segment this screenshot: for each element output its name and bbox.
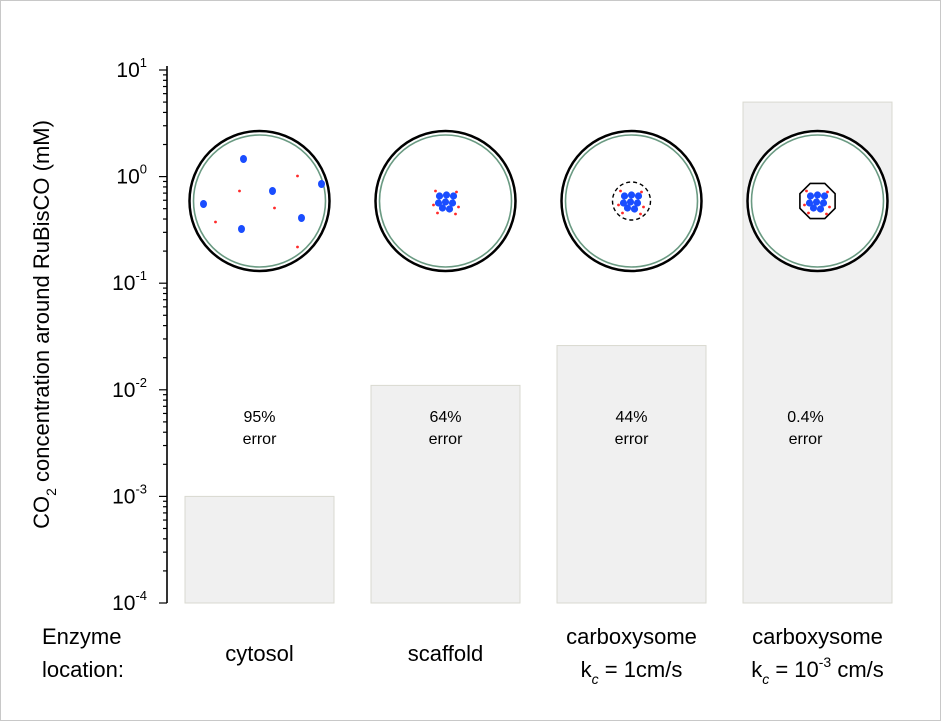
- bar-annotation: error: [429, 431, 463, 448]
- rubisco-dot: [809, 204, 818, 212]
- carbonic-anhydrase-dot: [238, 189, 241, 193]
- rubisco-dot: [619, 199, 628, 207]
- category-label-kc: kc = 10-3 cm/s: [751, 654, 884, 687]
- category-label-kc: kc = 1cm/s: [581, 657, 683, 687]
- carbonic-anhydrase-dot: [619, 189, 622, 193]
- y-tick-label: 101: [116, 55, 147, 82]
- carbonic-anhydrase-dot: [805, 189, 808, 193]
- bar-annotation: error: [615, 431, 649, 448]
- cell-inset: [746, 129, 889, 273]
- carbonic-anhydrase-dot: [273, 206, 276, 210]
- cell-membrane: [750, 134, 885, 268]
- rubisco-dot: [240, 155, 247, 163]
- x-axis-title-line2: location:: [42, 657, 124, 682]
- category-label: scaffold: [408, 641, 483, 666]
- carbonic-anhydrase-dot: [828, 205, 831, 209]
- carbonic-anhydrase-dot: [640, 190, 643, 194]
- rubisco-dot: [813, 191, 822, 199]
- rubisco-dot: [626, 198, 635, 206]
- category-label: carboxysome: [752, 624, 883, 649]
- rubisco-dot: [816, 205, 825, 213]
- bar-annotation: 95%: [243, 409, 275, 426]
- carbonic-anhydrase-dot: [826, 190, 829, 194]
- carbonic-anhydrase-dot: [296, 245, 299, 249]
- bar-annotation: 44%: [615, 409, 647, 426]
- category-label: cytosol: [225, 641, 293, 666]
- carbonic-anhydrase-dot: [436, 211, 439, 215]
- carbonic-anhydrase-dot: [432, 203, 435, 207]
- cell-membrane: [192, 134, 327, 268]
- cell-inset: [374, 129, 517, 273]
- rubisco-dot: [441, 198, 450, 206]
- y-axis-label: CO2 concentration around RuBisCO (mM): [29, 120, 59, 529]
- rubisco-dot: [819, 199, 828, 207]
- y-axis-title: CO2 concentration around RuBisCO (mM): [29, 120, 59, 529]
- y-tick-label: 10-2: [112, 375, 147, 402]
- y-tick-label: 10-3: [112, 481, 147, 508]
- carbonic-anhydrase-dot: [825, 212, 828, 216]
- cell-insets: [188, 129, 889, 273]
- carbonic-anhydrase-dot: [296, 174, 299, 178]
- rubisco-dot: [805, 199, 814, 207]
- carbonic-anhydrase-dot: [639, 212, 642, 216]
- bar-annotation: 64%: [429, 409, 461, 426]
- y-tick-label: 100: [116, 162, 147, 189]
- bar-annotation: error: [789, 431, 823, 448]
- category-label: carboxysome: [566, 624, 697, 649]
- rubisco-dot: [434, 199, 443, 207]
- rubisco-dot: [630, 205, 639, 213]
- cell-wall: [188, 129, 331, 273]
- rubisco-dot: [820, 192, 829, 200]
- bar-annotations: 95% error 64% error 44% error 0.4% error: [243, 409, 824, 448]
- rubisco-dot: [633, 199, 642, 207]
- rubisco-dot: [438, 204, 447, 212]
- x-category-labels: Enzyme location: cytosol scaffold carboxysom…: [42, 624, 884, 687]
- rubisco-dot: [634, 192, 643, 200]
- carbonic-anhydrase-dot: [455, 190, 458, 194]
- cell-membrane: [378, 134, 513, 268]
- rubisco-dot: [812, 198, 821, 206]
- bar: [556, 345, 707, 604]
- x-axis-title-line1: Enzyme: [42, 624, 121, 649]
- rubisco-dot: [318, 180, 325, 188]
- carbonic-anhydrase-dot: [617, 203, 620, 207]
- bar-annotation: 0.4%: [787, 409, 823, 426]
- carbonic-anhydrase-dot: [214, 220, 217, 224]
- rubisco-dot: [627, 191, 636, 199]
- carbonic-anhydrase-dot: [642, 205, 645, 209]
- rubisco-dot: [435, 192, 444, 200]
- cell-inset: [560, 129, 703, 273]
- bar-annotation: error: [243, 431, 277, 448]
- carbonic-anhydrase-dot: [621, 211, 624, 215]
- rubisco-dot: [200, 200, 207, 208]
- y-axis: 10-4 10-3 10-2 10-1 100 101: [112, 55, 168, 615]
- y-tick-label: 10-1: [112, 268, 147, 295]
- rubisco-dot: [238, 225, 245, 233]
- bar: [184, 495, 335, 604]
- rubisco-dot: [620, 192, 629, 200]
- carboxysome-shell: [799, 182, 836, 220]
- carbonic-anhydrase-dot: [454, 212, 457, 216]
- rubisco-dot: [448, 199, 457, 207]
- rubisco-dot: [269, 187, 276, 195]
- rubisco-dot: [623, 204, 632, 212]
- rubisco-dot: [445, 205, 454, 213]
- carbonic-anhydrase-dot: [457, 205, 460, 209]
- carbonic-anhydrase-dot: [803, 203, 806, 207]
- carbonic-anhydrase-dot: [807, 211, 810, 215]
- rubisco-dot: [806, 192, 815, 200]
- y-tick-label: 10-4: [112, 588, 147, 615]
- cell-membrane: [564, 134, 699, 268]
- rubisco-dot: [449, 192, 458, 200]
- rubisco-dot: [298, 214, 305, 222]
- bar: [370, 384, 521, 604]
- cell-inset: [188, 129, 331, 273]
- rubisco-dot: [442, 191, 451, 199]
- carboxysome-shell: [611, 181, 652, 221]
- carbonic-anhydrase-dot: [434, 189, 437, 193]
